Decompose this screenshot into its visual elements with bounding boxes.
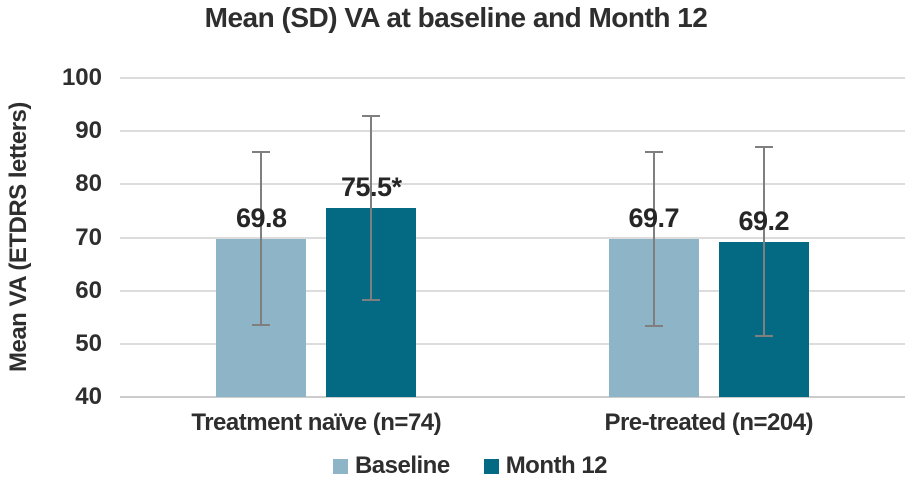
- y-tick-label: 50: [75, 329, 102, 357]
- gridline: [120, 342, 905, 345]
- legend-swatch-baseline: [332, 458, 348, 474]
- legend: Baseline Month 12: [0, 452, 912, 480]
- gridline: [120, 183, 905, 186]
- chart-title: Mean (SD) VA at baseline and Month 12: [204, 2, 708, 33]
- y-tick-label: 40: [75, 383, 102, 410]
- error-bar-cap: [252, 324, 271, 327]
- error-bar-cap: [644, 324, 663, 327]
- gridline: [120, 236, 905, 239]
- y-tick-label: 90: [75, 117, 102, 145]
- gridline: [120, 77, 905, 79]
- gridline: [120, 289, 905, 292]
- error-bar-cap: [754, 146, 773, 149]
- y-tick-label: 80: [75, 170, 102, 198]
- gridline: [120, 396, 905, 398]
- error-bar-cap: [252, 150, 271, 153]
- error-bar-cap: [362, 115, 381, 118]
- y-tick-label: 70: [75, 223, 102, 251]
- error-bar-cap: [362, 299, 381, 302]
- y-axis-title: Mean VA (ETDRS letters): [5, 102, 32, 373]
- x-category-label-0: Treatment naïve (n=74): [191, 409, 442, 436]
- legend-item-month-12: Month 12: [483, 452, 608, 480]
- value-label-month-12-0: 75.5*: [340, 172, 402, 203]
- x-category-label-1: Pre-treated (n=204): [604, 409, 814, 436]
- error-bar-month-12-0: [370, 115, 373, 302]
- value-label-baseline-1: 69.7: [628, 203, 680, 234]
- legend-item-baseline: Baseline: [332, 452, 450, 480]
- y-tick-label: 60: [75, 276, 102, 304]
- error-bar-cap: [754, 335, 773, 338]
- value-label-month-12-1: 69.2: [738, 205, 790, 236]
- legend-label-month-12: Month 12: [505, 452, 608, 479]
- value-label-baseline-0: 69.8: [235, 202, 287, 233]
- legend-swatch-month-12: [483, 458, 499, 474]
- legend-label-baseline: Baseline: [354, 452, 450, 479]
- error-bar-baseline-1: [652, 151, 655, 327]
- error-bar-baseline-0: [260, 150, 263, 327]
- error-bar-cap: [644, 151, 663, 154]
- y-tick-label: 100: [61, 64, 102, 91]
- gridline: [120, 130, 905, 133]
- error-bar-month-12-1: [762, 146, 765, 338]
